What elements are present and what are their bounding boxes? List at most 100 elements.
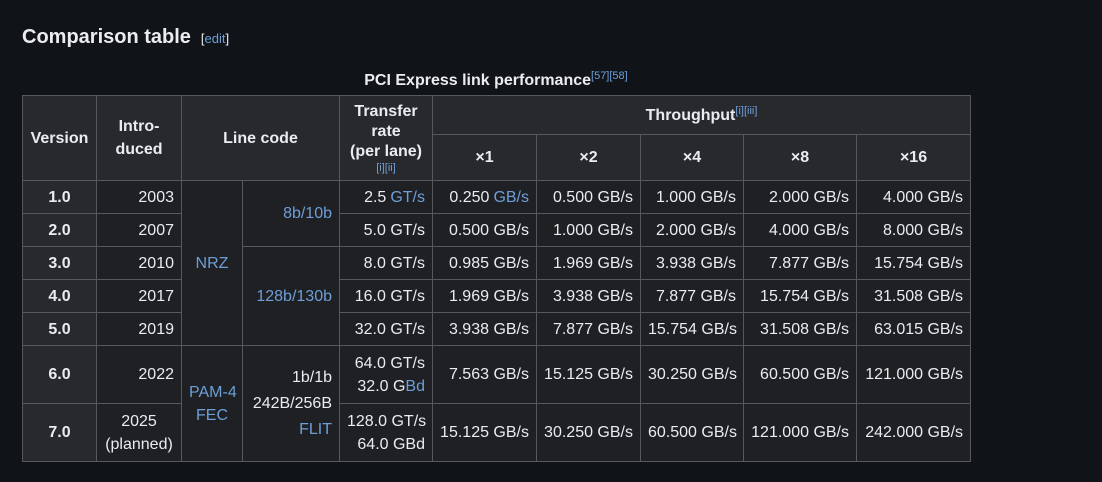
throughput-cell: 1.000 GB/s xyxy=(536,213,641,247)
cell-text: 4.000 GB/s xyxy=(883,188,964,206)
introduced-cell: 2010 xyxy=(96,246,182,280)
line-code-link[interactable]: 128b/130b xyxy=(256,287,332,305)
throughput-cell: 7.877 GB/s xyxy=(536,312,641,346)
cell-text: 2022 xyxy=(138,366,174,383)
cell-text: 15.125 GB/s xyxy=(440,424,529,441)
throughput-cell: 15.754 GB/s xyxy=(855,246,972,280)
cell-text: (planned) xyxy=(105,435,173,453)
throughput-cell: 121.000 GB/s xyxy=(743,403,857,462)
cell-line: 2025 xyxy=(104,410,174,433)
cell-line: 2010 xyxy=(104,252,174,275)
throughput-cell: 0.985 GB/s xyxy=(432,246,537,280)
ref: [i][ii] xyxy=(347,162,425,174)
table-row: 4.0 2017 16.0 GT/s 1.969 GB/s 3.938 GB/s 7.87… xyxy=(22,279,972,313)
section-heading: Comparison table [edit] xyxy=(22,26,229,49)
line-code-link[interactable]: 8b/10b xyxy=(283,205,332,222)
ref-link[interactable]: [i] xyxy=(376,162,385,174)
cell-text: 8.0 GT/s xyxy=(363,254,425,272)
throughput-cell: 3.938 GB/s xyxy=(432,312,537,346)
ref-link[interactable]: [iii] xyxy=(743,104,758,117)
header-row: ×1 ×2 ×4 ×8 ×16 xyxy=(23,134,972,181)
version-cell: 3.0 xyxy=(22,246,97,280)
cell-line: 2003 xyxy=(104,186,174,209)
transfer-rate-cell: 16.0 GT/s xyxy=(339,279,433,313)
cell-text: 7.877 GB/s xyxy=(768,254,849,272)
throughput-cell: 1.969 GB/s xyxy=(536,246,641,280)
cell-text: 2025 xyxy=(121,412,157,430)
cell-text: 1.969 GB/s xyxy=(448,287,529,305)
cell-value: 32.0 G xyxy=(357,377,406,395)
throughput-cell: 15.125 GB/s xyxy=(536,345,641,404)
cell-text: 2.000 GB/s xyxy=(768,188,849,206)
cell-text: 30.250 GB/s xyxy=(648,366,737,383)
throughput-cell: 1.969 GB/s xyxy=(432,279,537,313)
unit-link[interactable]: GT/s xyxy=(390,188,425,206)
transfer-rate-cell: 2.5 GT/s xyxy=(339,180,433,214)
throughput-cell: 15.754 GB/s xyxy=(640,312,744,346)
throughput-cell: 121.000 GB/s xyxy=(855,345,972,404)
line-code-link[interactable]: FEC xyxy=(196,406,228,424)
transfer-rate-cell: 64.0 GT/s 32.0 GBd xyxy=(339,345,433,404)
table-body: 1.0 2003 NRZ 8b/10b 2.5 GT/s 0.250 GB/s 0.500 GB… xyxy=(22,180,972,462)
throughput-cell: 60.500 GB/s xyxy=(743,345,857,404)
cell-line: 64.0 GBd xyxy=(347,433,425,456)
header-line: duced xyxy=(115,141,163,158)
cell-text: 7.877 GB/s xyxy=(655,287,736,305)
cell-text: 2019 xyxy=(138,320,174,338)
header-row: Version Intro-duced Line code Transfer ra… xyxy=(22,95,972,181)
header-cell: Transfer rate (per lane) [i][ii] xyxy=(339,95,433,181)
throughput-cell: 15.125 GB/s xyxy=(432,403,537,462)
throughput-cell: 242.000 GB/s xyxy=(855,403,972,462)
cell-text: 0.500 GB/s xyxy=(448,221,529,239)
line-code-cell: PAM-4 FEC xyxy=(181,345,243,462)
throughput-cell: 30.250 GB/s xyxy=(640,345,744,404)
cell-text: 3.938 GB/s xyxy=(655,254,736,272)
comparison-table: Version Intro-duced Line code Transfer ra… xyxy=(22,95,972,462)
cell-text: 7.563 GB/s xyxy=(448,366,529,383)
introduced-cell: 2003 xyxy=(96,180,182,214)
version-cell: 6.0 xyxy=(22,345,97,404)
header-cell: Line code xyxy=(181,95,340,181)
edit-wrapper: [edit] xyxy=(200,31,230,46)
edit-link[interactable]: edit xyxy=(204,31,226,46)
introduced-cell: 2019 xyxy=(96,312,182,346)
line-code-link[interactable]: PAM-4 xyxy=(189,383,237,401)
header-line: rate xyxy=(371,123,401,140)
version-cell: 1.0 xyxy=(22,180,97,214)
cell-line: 2007 xyxy=(104,219,174,242)
cell-line: 1b/1b xyxy=(291,368,332,386)
cell-text: 64.0 GT/s xyxy=(354,354,425,372)
throughput-cell: 31.508 GB/s xyxy=(855,279,972,313)
heading-title: Comparison table xyxy=(22,26,191,48)
lane-header: ×1 xyxy=(432,134,537,181)
cell-line: FEC xyxy=(189,404,235,427)
cell-value: 2.5 xyxy=(364,188,387,206)
line-code-link[interactable]: FLIT xyxy=(299,420,332,438)
cell-text: 5.0 GT/s xyxy=(363,221,425,239)
throughput-cell: 2.000 GB/s xyxy=(640,213,744,247)
transfer-rate-cell: 32.0 GT/s xyxy=(339,312,433,346)
cell-text: 16.0 GT/s xyxy=(354,287,425,305)
cell-text: 2007 xyxy=(138,221,174,239)
throughput-cell: 7.563 GB/s xyxy=(432,345,537,404)
version-cell: 4.0 xyxy=(22,279,97,313)
ref-link[interactable]: [ii] xyxy=(384,162,396,174)
throughput-cell: 7.877 GB/s xyxy=(640,279,744,313)
unit-link[interactable]: Bd xyxy=(405,377,425,395)
cell-text: 15.754 GB/s xyxy=(760,287,849,305)
ref-link[interactable]: [58] xyxy=(609,70,628,82)
ref-link[interactable]: [i] xyxy=(735,104,744,117)
line-code-link[interactable]: NRZ xyxy=(195,254,229,272)
cell-text: 7.877 GB/s xyxy=(552,320,633,338)
lane-header: ×16 xyxy=(855,134,972,181)
cell-text: 3.938 GB/s xyxy=(552,287,633,305)
cell-text: 31.508 GB/s xyxy=(760,320,849,338)
throughput-cell: 0.500 GB/s xyxy=(432,213,537,247)
ref-link[interactable]: [57] xyxy=(591,70,610,82)
cell-text: 3.938 GB/s xyxy=(448,320,529,338)
throughput-cell: 4.000 GB/s xyxy=(743,213,857,247)
cell-line: 128.0 GT/s xyxy=(347,410,426,433)
unit-link[interactable]: GB/s xyxy=(493,188,529,206)
